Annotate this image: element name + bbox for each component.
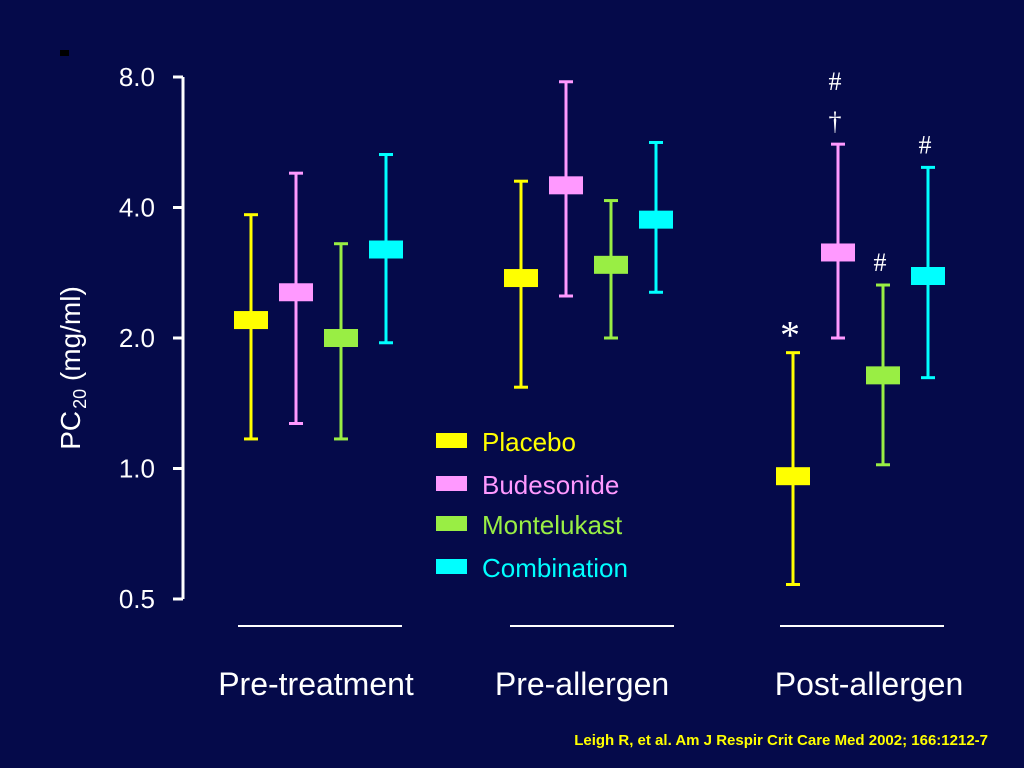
mean-marker xyxy=(866,366,900,385)
legend-label: Combination xyxy=(482,553,628,583)
group-label: Post-allergen xyxy=(775,666,964,702)
mean-marker xyxy=(639,210,673,229)
significance-mark: # xyxy=(874,248,887,277)
mean-marker xyxy=(911,267,945,286)
y-tick-label: 0.5 xyxy=(119,584,155,614)
significance-mark: # xyxy=(829,67,842,96)
y-axis-label: PC20 (mg/ml) xyxy=(55,286,90,450)
mean-marker xyxy=(821,243,855,262)
legend-label: Placebo xyxy=(482,427,576,457)
legend-swatch xyxy=(436,433,467,448)
group-label: Pre-treatment xyxy=(218,666,414,702)
slide-mark xyxy=(60,50,69,56)
mean-marker xyxy=(504,269,538,288)
y-tick-label: 2.0 xyxy=(119,323,155,353)
legend-swatch xyxy=(436,476,467,491)
legend-label: Budesonide xyxy=(482,470,619,500)
citation: Leigh R, et al. Am J Respir Crit Care Me… xyxy=(574,732,988,749)
significance-mark: # xyxy=(919,130,932,159)
mean-marker xyxy=(549,176,583,195)
mean-marker xyxy=(279,283,313,302)
group-label: Pre-allergen xyxy=(495,666,669,702)
mean-marker xyxy=(369,240,403,259)
significance-mark: * xyxy=(780,313,800,358)
legend-label: Montelukast xyxy=(482,510,623,540)
legend-swatch xyxy=(436,559,467,574)
significance-mark: † xyxy=(829,107,842,136)
mean-marker xyxy=(324,329,358,347)
mean-marker xyxy=(594,255,628,274)
y-tick-label: 1.0 xyxy=(119,454,155,484)
y-tick-label: 8.0 xyxy=(119,62,155,92)
y-tick-label: 4.0 xyxy=(119,193,155,223)
mean-marker xyxy=(776,467,810,486)
legend-swatch xyxy=(436,516,467,531)
mean-marker xyxy=(234,311,268,330)
